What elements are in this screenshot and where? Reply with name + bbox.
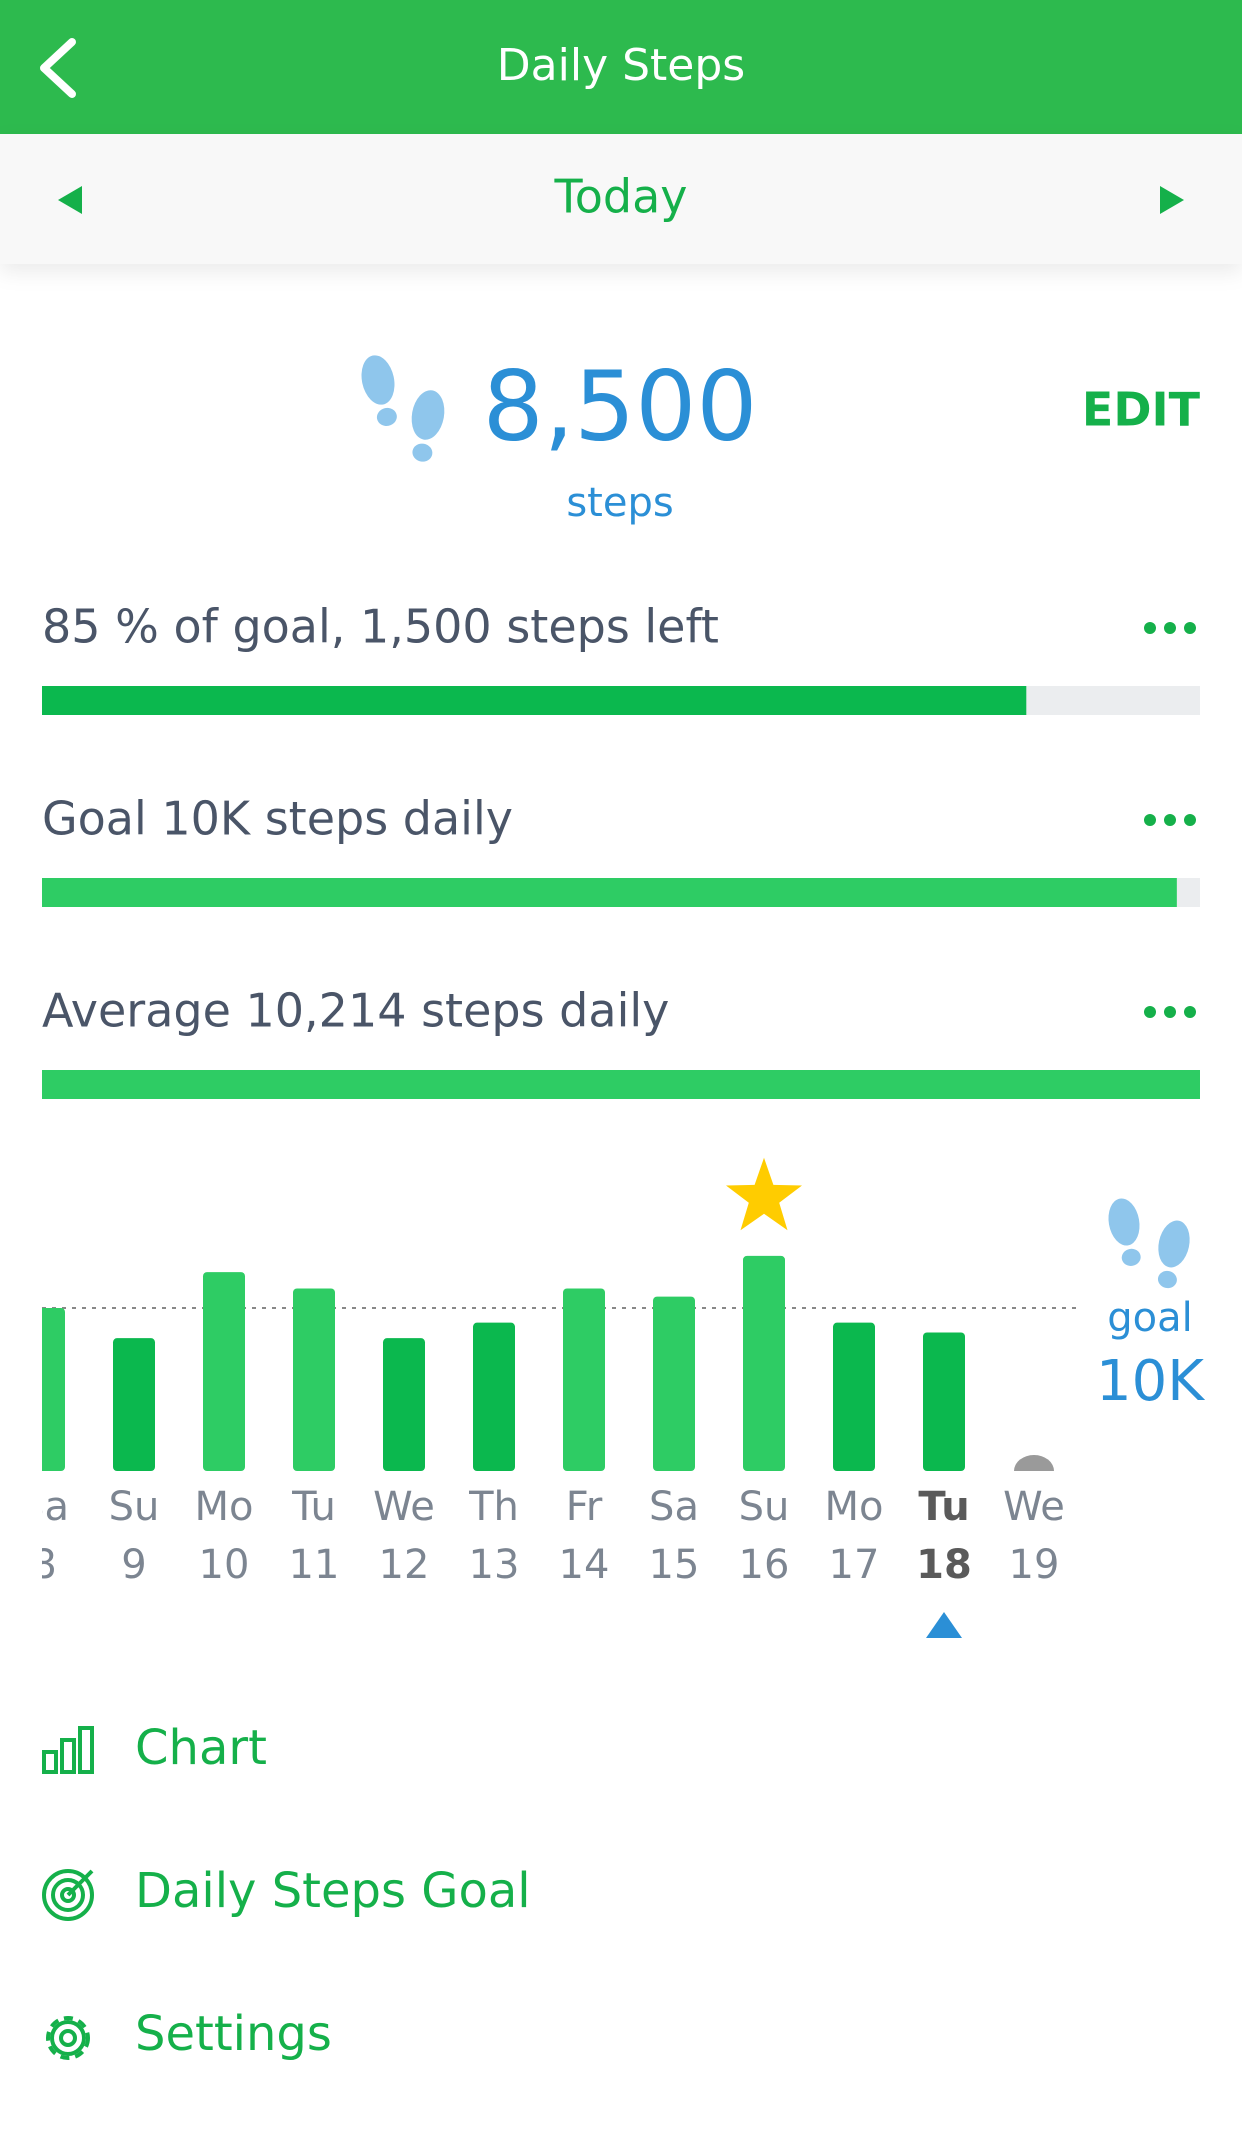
day-label: We [1003,1484,1065,1530]
day-bar[interactable] [293,1288,335,1471]
day-bar[interactable] [653,1296,695,1471]
back-button[interactable] [40,38,76,98]
date-label: 18 [916,1542,972,1588]
day-label: Mo [825,1484,884,1530]
date-label: 16 [739,1542,790,1588]
selected-indicator [926,1612,962,1638]
day-bar[interactable] [113,1338,155,1471]
menu-item[interactable]: Chart [135,1720,267,1776]
progress-fill [42,686,1027,715]
date-label: 13 [469,1542,520,1588]
steps-count: 8,500 [483,350,758,462]
prev-day[interactable] [58,186,82,214]
day-label: Sa [19,1484,69,1530]
date-label: 14 [559,1542,610,1588]
day-label: Sa [649,1484,699,1530]
more-dot[interactable] [1144,622,1156,634]
more-dot[interactable] [1164,622,1176,634]
day-bar[interactable] [743,1255,785,1471]
more-dot[interactable] [1164,814,1176,826]
day-label: Tu [918,1484,969,1530]
more-dot[interactable] [1184,814,1196,826]
day-label: Su [109,1484,160,1530]
day-label: Mo [195,1484,254,1530]
steps-icon [357,352,449,465]
chart-plot: Sa 8 Su 9 Mo 10 Tu 11 We 12 Th 13 Fr 14 Sa 15 Su 16 Mo 17 Tu… [19,1255,1080,1588]
day-label: Su [739,1484,790,1530]
day-bar[interactable] [383,1338,425,1471]
date-label: Today [553,170,687,224]
day-label: Tu [291,1484,336,1530]
best-day-star [726,1157,802,1231]
progress-label: 85 % of goal, 1,500 steps left [42,600,719,654]
date-label: 10 [199,1542,250,1588]
more-dot[interactable] [1144,814,1156,826]
no-data-marker [1014,1455,1054,1471]
goal-icon [1104,1195,1194,1291]
day-label: We [373,1484,435,1530]
date-label: 11 [289,1542,340,1588]
week-chart: Sa 8 Su 9 Mo 10 Tu 11 We 12 Th 13 Fr 14 Sa 15 Su 16 Mo 17 Tu… [19,1157,1080,1638]
date-label: 17 [829,1542,880,1588]
progress-fill [42,878,1177,907]
goal-caption: goal [1107,1295,1193,1341]
progress-fill [42,1070,1200,1099]
day-label: Fr [566,1484,603,1530]
day-bar[interactable] [23,1308,65,1471]
day-bar[interactable] [923,1332,965,1471]
more-dot[interactable] [1144,1006,1156,1018]
progress-label: Average 10,214 steps daily [42,984,669,1038]
date-label: 8 [31,1542,56,1588]
screen-title: Daily Steps [497,40,745,91]
date-label: 19 [1009,1542,1060,1588]
menu-item[interactable]: Settings [135,2006,332,2062]
progress-label: Goal 10K steps daily [42,792,513,846]
next-day[interactable] [1160,186,1184,214]
date-label: 15 [649,1542,700,1588]
app-bar [0,0,1242,134]
more-dot[interactable] [1184,1006,1196,1018]
day-bar[interactable] [473,1322,515,1471]
day-bar[interactable] [203,1272,245,1471]
edit-button[interactable]: EDIT [1082,383,1201,437]
menu-item[interactable]: Daily Steps Goal [135,1863,531,1919]
menu: Chart Daily Steps Goal Settings [135,1720,531,2062]
date-label: 12 [379,1542,430,1588]
goal-value: 10K [1096,1349,1205,1414]
progress-list: 85 % of goal, 1,500 steps left Goal 10K s… [42,600,1200,1099]
day-bar[interactable] [563,1288,605,1471]
more-dot[interactable] [1164,1006,1176,1018]
chart-icon [42,1726,94,1774]
goal-menu-icon [42,1869,94,1921]
date-label: 9 [121,1542,146,1588]
day-bar[interactable] [833,1322,875,1471]
more-dot[interactable] [1184,622,1196,634]
steps-unit: steps [566,480,673,526]
date-nav [0,134,1242,264]
settings-icon [46,2016,90,2060]
day-label: Th [468,1484,519,1530]
